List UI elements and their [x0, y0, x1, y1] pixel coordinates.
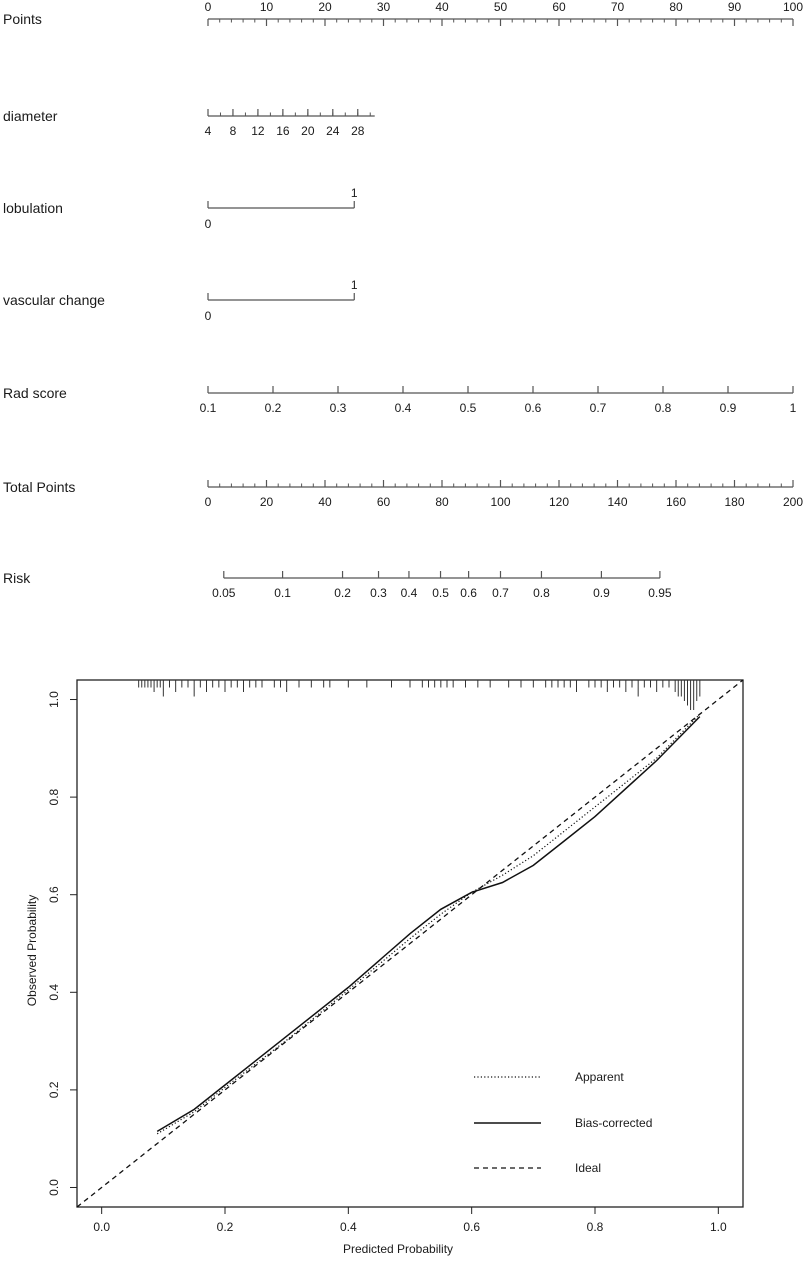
tick-label-100: 100 [490, 495, 510, 509]
tick-label-20: 20 [260, 495, 274, 509]
tick-label-40: 40 [435, 0, 449, 14]
x-tick-label-0-6: 0.6 [463, 1220, 480, 1234]
tick-label-100: 100 [783, 0, 803, 14]
tick-label-40: 40 [318, 495, 332, 509]
tick-label-1: 1 [790, 401, 797, 415]
tick-label-140: 140 [607, 495, 627, 509]
tick-label-4: 4 [205, 124, 212, 138]
x-tick-label-0-2: 0.2 [217, 1220, 234, 1234]
series-line-bias-corrected [156, 716, 701, 1133]
tick-label-0-8: 0.8 [655, 401, 672, 415]
tick-label-0-05: 0.05 [212, 586, 236, 600]
tick-label-160: 160 [666, 495, 686, 509]
tick-label-0-95: 0.95 [648, 586, 672, 600]
y-tick-label-0-0: 0.0 [47, 1179, 61, 1196]
level-label-0: 0 [205, 217, 212, 231]
rug-marks [138, 680, 701, 710]
tick-label-0-8: 0.8 [533, 586, 550, 600]
level-label-1: 1 [351, 186, 358, 200]
level-label-0: 0 [205, 309, 212, 323]
tick-label-60: 60 [377, 495, 391, 509]
legend-label-apparent: Apparent [575, 1070, 624, 1084]
y-tick-label-0-6: 0.6 [47, 886, 61, 903]
y-axis-label: Observed Probability [25, 895, 39, 1006]
tick-label-0: 0 [205, 0, 212, 14]
tick-label-12: 12 [251, 124, 265, 138]
tick-label-28: 28 [351, 124, 365, 138]
tick-label-0-4: 0.4 [401, 586, 418, 600]
tick-label-80: 80 [435, 495, 449, 509]
tick-label-0-4: 0.4 [395, 401, 412, 415]
nomogram-row-diameter: diameter 4 8 12 16 20 24 28 [3, 108, 375, 138]
row-label-total-points: Total Points [3, 479, 75, 495]
nomogram-row-total-points: Total Points 0 20 40 60 80 100 120 140 160 180 200 [3, 479, 803, 509]
tick-label-200: 200 [783, 495, 803, 509]
y-tick-label-1-0: 1.0 [47, 691, 61, 708]
row-label-diameter: diameter [3, 108, 58, 124]
tick-label-0-7: 0.7 [492, 586, 509, 600]
legend-label-bias-corrected: Bias-corrected [575, 1116, 652, 1130]
tick-label-120: 120 [549, 495, 569, 509]
tick-label-70: 70 [611, 0, 625, 14]
tick-label-0-6: 0.6 [525, 401, 542, 415]
tick-label-0-6: 0.6 [460, 586, 477, 600]
level-label-1: 1 [351, 278, 358, 292]
tick-label-24: 24 [326, 124, 340, 138]
row-label-lobulation: lobulation [3, 200, 63, 216]
row-label-vascular-change: vascular change [3, 292, 105, 308]
tick-label-90: 90 [728, 0, 742, 14]
nomogram-row-rad-score: Rad score 0.1 0.2 0.3 0.4 0.5 0.6 0.7 0.8 0.9 1 [3, 385, 797, 415]
y-tick-label-0-4: 0.4 [47, 984, 61, 1001]
tick-label-180: 180 [724, 495, 744, 509]
tick-label-16: 16 [276, 124, 290, 138]
x-tick-label-0-0: 0.0 [93, 1220, 110, 1234]
y-tick-label-0-8: 0.8 [47, 788, 61, 805]
nomogram-row-risk: Risk 0.05 0.1 0.2 0.3 0.4 0.5 0.6 0.7 0.8 0.9 0.95 [3, 570, 672, 600]
tick-label-60: 60 [552, 0, 566, 14]
tick-label-20: 20 [318, 0, 332, 14]
tick-label-0-1: 0.1 [274, 586, 291, 600]
nomogram-row-lobulation: lobulation 0 1 [3, 186, 358, 231]
nomogram-row-vascular-change: vascular change 0 1 [3, 278, 358, 323]
tick-label-80: 80 [669, 0, 683, 14]
tick-label-0-2: 0.2 [334, 586, 351, 600]
tick-label-0-3: 0.3 [370, 586, 387, 600]
tick-label-0-5: 0.5 [432, 586, 449, 600]
tick-label-0: 0 [205, 495, 212, 509]
tick-label-0-2: 0.2 [265, 401, 282, 415]
calibration-chart: 0.0 0.2 0.4 0.6 0.8 1.0 Predicted Probability 0… [25, 679, 744, 1256]
tick-label-0-9: 0.9 [720, 401, 737, 415]
nomogram-row-points: Points 0 10 20 30 40 50 60 70 80 90 100 [3, 0, 803, 27]
row-label-rad-score: Rad score [3, 385, 67, 401]
tick-label-50: 50 [494, 0, 508, 14]
tick-label-0-9: 0.9 [593, 586, 610, 600]
legend-label-ideal: Ideal [575, 1161, 601, 1175]
x-tick-label-0-8: 0.8 [587, 1220, 604, 1234]
x-tick-label-0-4: 0.4 [340, 1220, 357, 1234]
row-label-points: Points [3, 11, 42, 27]
x-tick-label-1-0: 1.0 [710, 1220, 727, 1234]
tick-label-0-5: 0.5 [460, 401, 477, 415]
tick-label-8: 8 [230, 124, 237, 138]
row-label-risk: Risk [3, 570, 31, 586]
series-line-ideal [76, 679, 744, 1208]
tick-label-0-7: 0.7 [590, 401, 607, 415]
legend: Apparent Bias-corrected Ideal [474, 1070, 652, 1175]
tick-label-30: 30 [377, 0, 391, 14]
x-axis-label: Predicted Probability [343, 1242, 453, 1256]
series-line-apparent [156, 713, 701, 1135]
tick-label-0-1: 0.1 [200, 401, 217, 415]
tick-label-0-3: 0.3 [330, 401, 347, 415]
tick-label-20: 20 [301, 124, 315, 138]
y-tick-label-0-2: 0.2 [47, 1081, 61, 1098]
tick-label-10: 10 [260, 0, 274, 14]
